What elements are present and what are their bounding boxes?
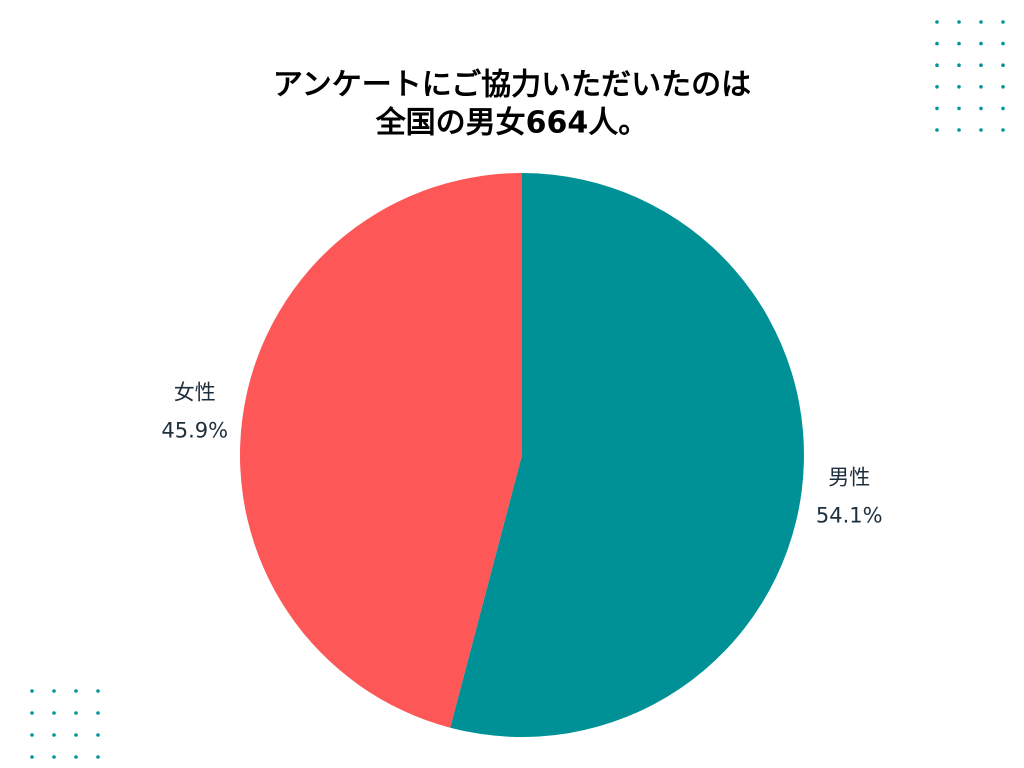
dot: [957, 63, 961, 67]
value-label: 54.1%: [816, 503, 883, 527]
dot: [957, 85, 961, 89]
dot: [96, 689, 100, 693]
dot: [1001, 20, 1005, 24]
dot: [935, 106, 939, 111]
dot: [30, 755, 34, 759]
dot: [52, 689, 56, 693]
dot: [957, 128, 961, 132]
dot: [935, 41, 939, 46]
dot: [96, 755, 100, 759]
dot: [935, 20, 939, 24]
value-label: 45.9%: [161, 419, 228, 443]
dot: [1001, 63, 1005, 67]
slice-label: 女性: [174, 381, 216, 405]
dot: [935, 63, 939, 67]
dot: [979, 85, 983, 89]
dot: [979, 63, 983, 67]
dot: [30, 689, 34, 693]
dot: [74, 733, 78, 737]
chart-title: アンケートにご協力いただいたのは: [273, 68, 751, 103]
dot: [96, 711, 100, 715]
dot: [30, 711, 34, 715]
dot: [957, 106, 961, 111]
dot: [957, 20, 961, 24]
slice-label: 男性: [828, 465, 870, 489]
dot: [1001, 41, 1005, 46]
dot: [1001, 128, 1005, 132]
dot: [74, 711, 78, 715]
decoration: [30, 20, 1005, 759]
dot: [74, 755, 78, 759]
dot: [935, 85, 939, 89]
dot: [52, 711, 56, 715]
pie-slice: [240, 173, 522, 728]
dot: [979, 128, 983, 132]
dot: [1001, 106, 1005, 111]
dot: [979, 106, 983, 111]
pie-slice: [450, 173, 804, 737]
dot: [979, 20, 983, 24]
dot: [979, 41, 983, 46]
dot: [96, 733, 100, 737]
dot: [1001, 85, 1005, 89]
dot: [74, 689, 78, 693]
dot: [52, 755, 56, 759]
dot: [957, 41, 961, 46]
dot: [935, 128, 939, 132]
dot: [52, 733, 56, 737]
dot: [30, 733, 34, 737]
chart-title: 全国の男女664人。: [375, 106, 649, 141]
